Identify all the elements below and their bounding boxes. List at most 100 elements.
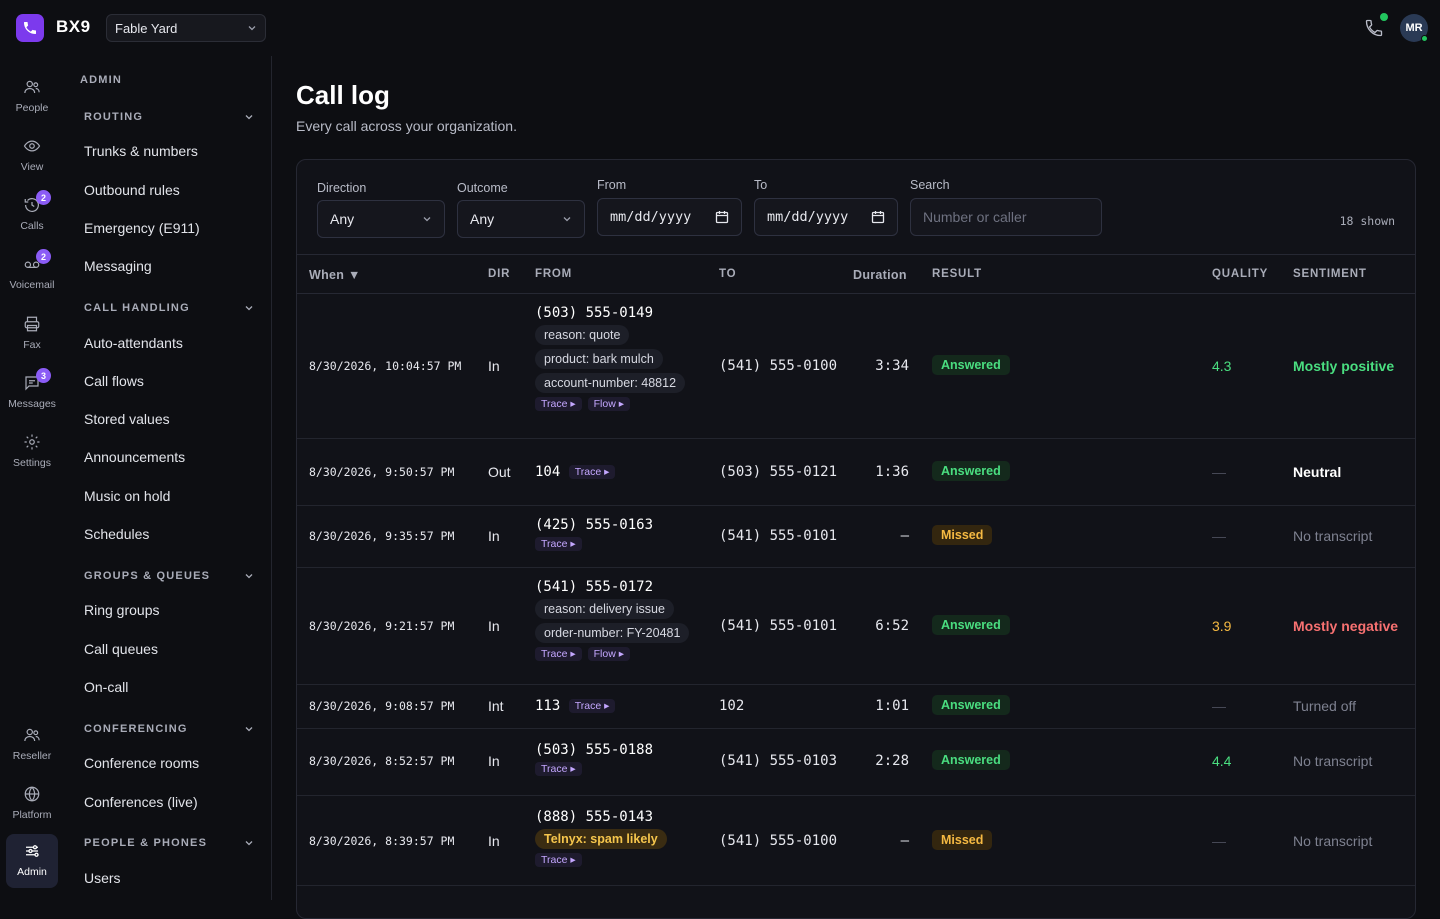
to-number: (541) 555-0100 <box>719 833 838 849</box>
table-row[interactable]: 8/30/2026, 9:08:57 PM Int 113 Trace ▸ 10… <box>297 685 1415 729</box>
call-duration: — <box>900 528 909 544</box>
org-selector[interactable]: Fable Yard <box>106 14 266 42</box>
table-row[interactable]: 8/30/2026, 9:21:57 PM In (541) 555-0172 … <box>297 568 1415 685</box>
phone-icon[interactable] <box>1364 18 1384 38</box>
from-cell: (541) 555-0172 reason: delivery issue or… <box>535 579 690 661</box>
section-conferencing[interactable]: CONFERENCING <box>84 723 254 735</box>
col-quality: QUALITY <box>1212 268 1269 280</box>
calendar-icon[interactable] <box>871 210 885 224</box>
rail-label: People <box>15 102 49 114</box>
tag-chip: reason: delivery issue <box>535 599 674 619</box>
status-badge: Answered <box>932 615 1010 635</box>
to-date-input[interactable]: mm/dd/yyyy <box>754 198 898 236</box>
table-row[interactable]: 8/30/2026, 9:50:57 PM Out 104 Trace ▸ (5… <box>297 439 1415 506</box>
trace-link[interactable]: Trace ▸ <box>535 853 582 867</box>
from-date-label: From <box>597 178 627 192</box>
sidebar-item-conference-rooms[interactable]: Conference rooms <box>84 755 200 771</box>
call-direction: In <box>488 358 500 374</box>
section-title: PEOPLE & PHONES <box>84 837 208 849</box>
col-duration: Duration <box>853 268 907 282</box>
sidebar-item-stored-values[interactable]: Stored values <box>84 411 170 427</box>
calls-badge: 2 <box>36 190 51 205</box>
section-people-phones[interactable]: PEOPLE & PHONES <box>84 837 254 849</box>
call-duration: 2:28 <box>875 753 909 769</box>
trace-link[interactable]: Trace ▸ <box>535 762 582 776</box>
section-routing[interactable]: ROUTING <box>84 111 254 123</box>
rail-item-fax[interactable]: Fax <box>0 307 64 363</box>
flow-link[interactable]: Flow ▸ <box>587 397 630 411</box>
call-direction: Int <box>488 698 504 714</box>
sidebar-item-auto-attendants[interactable]: Auto-attendants <box>84 335 183 351</box>
call-time: 8/30/2026, 9:50:57 PM <box>309 465 455 479</box>
sidebar-item-conferences-live[interactable]: Conferences (live) <box>84 794 198 810</box>
rail-item-settings[interactable]: Settings <box>0 425 64 481</box>
tag-chip: order-number: FY-20481 <box>535 623 690 643</box>
col-when[interactable]: When ▼ <box>309 268 361 282</box>
rail-item-messages[interactable]: Messages 3 <box>0 366 64 422</box>
sidebar-item-announcements[interactable]: Announcements <box>84 449 186 465</box>
rail-item-admin[interactable]: Admin <box>6 834 58 888</box>
sidebar-item-trunks[interactable]: Trunks & numbers <box>84 143 198 159</box>
status-badge: Answered <box>932 750 1010 770</box>
sidebar-item-call-queues[interactable]: Call queues <box>84 641 158 657</box>
sidebar-item-call-flows[interactable]: Call flows <box>84 373 144 389</box>
from-cell: (503) 555-0149 reason: quote product: ba… <box>535 305 686 411</box>
avatar[interactable]: MR <box>1400 14 1428 42</box>
tag-chip: reason: quote <box>535 325 630 345</box>
search-input[interactable] <box>910 198 1102 236</box>
sentiment: Mostly negative <box>1293 618 1399 634</box>
rail-item-voicemail[interactable]: Voicemail 2 <box>0 247 64 303</box>
trace-link[interactable]: Trace ▸ <box>535 397 582 411</box>
trace-link[interactable]: Trace ▸ <box>535 537 582 551</box>
tag-chip: product: bark mulch <box>535 349 663 369</box>
table-row[interactable]: 8/30/2026, 9:35:57 PM In (425) 555-0163 … <box>297 506 1415 568</box>
trace-link[interactable]: Trace ▸ <box>535 647 582 661</box>
chevron-down-icon <box>245 841 253 846</box>
table-row[interactable]: 8/30/2026, 8:39:57 PM In (888) 555-0143 … <box>297 796 1415 886</box>
outcome-select[interactable]: Any <box>457 200 585 238</box>
status-badge: Answered <box>932 355 1010 375</box>
table-row[interactable]: 8/30/2026, 8:52:57 PM In (503) 555-0188 … <box>297 729 1415 796</box>
sidebar-item-outbound-rules[interactable]: Outbound rules <box>84 182 180 198</box>
call-time: 8/30/2026, 9:35:57 PM <box>309 529 455 543</box>
admin-sidebar: ADMIN ROUTING Trunks & numbers Outbound … <box>64 56 272 900</box>
sidebar-item-users[interactable]: Users <box>84 870 121 886</box>
section-call-handling[interactable]: CALL HANDLING <box>84 302 254 314</box>
rail-item-reseller[interactable]: Reseller <box>0 718 64 774</box>
rail-label: Calls <box>20 220 44 232</box>
sidebar-item-music-on-hold[interactable]: Music on hold <box>84 488 171 504</box>
trace-link[interactable]: Trace ▸ <box>568 698 616 713</box>
call-direction: In <box>488 833 500 849</box>
sidebar-item-emergency[interactable]: Emergency (E911) <box>84 220 200 236</box>
rail-item-view[interactable]: View <box>0 129 64 185</box>
rail-label: Platform <box>12 809 52 821</box>
rail-item-people[interactable]: People <box>0 70 64 126</box>
trace-link[interactable]: Trace ▸ <box>568 464 616 479</box>
phone-logo-icon[interactable] <box>16 14 44 42</box>
calendar-icon[interactable] <box>715 210 729 224</box>
call-time: 8/30/2026, 9:21:57 PM <box>309 619 455 633</box>
section-title: GROUPS & QUEUES <box>84 570 211 582</box>
voicemail-icon <box>24 261 40 268</box>
sidebar-item-messaging[interactable]: Messaging <box>84 258 152 274</box>
rail-item-platform[interactable]: Platform <box>0 777 64 833</box>
col-dir: DIR <box>488 268 511 280</box>
from-cell: (503) 555-0188 Trace ▸ <box>535 742 653 776</box>
call-time: 8/30/2026, 8:39:57 PM <box>309 834 455 848</box>
sidebar-heading: ADMIN <box>80 74 123 86</box>
to-number: (503) 555-0121 <box>719 464 838 480</box>
table-row[interactable]: 8/30/2026, 10:04:57 PM In (503) 555-0149… <box>297 294 1415 439</box>
sidebar-item-ring-groups[interactable]: Ring groups <box>84 602 160 618</box>
quality-score: 4.4 <box>1212 753 1232 769</box>
sidebar-item-schedules[interactable]: Schedules <box>84 526 150 542</box>
online-status-dot <box>1380 13 1388 21</box>
sidebar-item-on-call[interactable]: On-call <box>84 679 129 695</box>
from-date-input[interactable]: mm/dd/yyyy <box>597 198 742 236</box>
direction-select[interactable]: Any <box>317 200 445 238</box>
rail-item-calls[interactable]: Calls 2 <box>0 188 64 244</box>
section-title: ROUTING <box>84 111 144 123</box>
top-bar: BX9 Fable Yard MR <box>0 0 1440 56</box>
flow-link[interactable]: Flow ▸ <box>587 647 630 661</box>
section-groups-queues[interactable]: GROUPS & QUEUES <box>84 570 254 582</box>
from-cell: (425) 555-0163 Trace ▸ <box>535 517 653 551</box>
